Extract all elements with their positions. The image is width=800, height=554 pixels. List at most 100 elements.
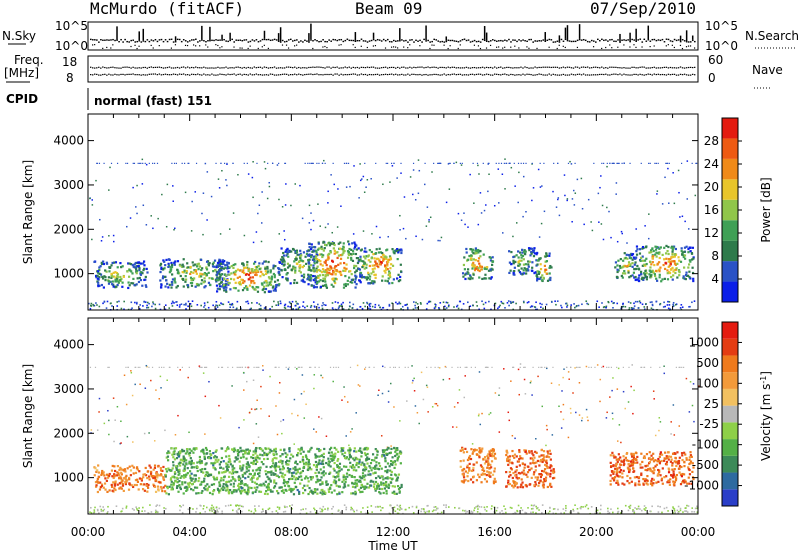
nave-point — [334, 73, 336, 75]
nsky-point — [530, 38, 532, 41]
power-echo — [467, 277, 470, 280]
power-echo — [672, 274, 675, 277]
power-range-line-echo — [472, 162, 474, 164]
nsky-point — [669, 40, 672, 42]
power-echo — [236, 276, 239, 279]
power-sparse-echo — [366, 179, 369, 181]
nave-point — [251, 74, 253, 76]
power-echo — [643, 273, 646, 276]
vel-sparse-echo — [345, 435, 347, 437]
power-echo — [305, 262, 308, 265]
vel-ground-scatter — [337, 510, 340, 512]
nsky-point — [532, 41, 534, 43]
nsky-point — [609, 39, 611, 41]
vel-ground-scatter — [216, 509, 218, 511]
power-echo — [513, 270, 516, 273]
nsearch-point — [152, 47, 154, 49]
power-range-line-echo — [103, 162, 105, 164]
vel-range-line-echo — [285, 366, 287, 368]
freq-point — [613, 66, 615, 68]
vel-ground-scatter — [503, 505, 505, 508]
vel-ground-scatter — [210, 509, 213, 512]
power-echo — [182, 265, 185, 268]
nave-point — [160, 74, 163, 76]
vel-sparse-echo — [164, 429, 166, 432]
power-echo — [387, 260, 390, 263]
power-echo — [638, 248, 642, 251]
nsky-point — [667, 38, 670, 41]
power-ground-scatter — [164, 308, 167, 311]
power-echo — [636, 248, 639, 251]
power-echo — [120, 277, 123, 281]
power-sparse-echo — [243, 234, 246, 237]
vel-ground-scatter — [147, 512, 149, 514]
power-ground-scatter — [230, 303, 233, 306]
vel-ground-scatter — [237, 508, 240, 511]
nsky-point — [473, 39, 476, 42]
vel-echo — [102, 472, 105, 476]
power-echo — [479, 255, 482, 258]
nave-point — [659, 74, 662, 76]
freq-point — [223, 67, 225, 69]
power-echo — [642, 278, 645, 282]
power-echo — [218, 258, 221, 261]
power-echo — [190, 270, 193, 274]
power-sparse-echo — [417, 192, 420, 195]
power-echo — [145, 267, 148, 271]
power-echo — [295, 262, 299, 265]
nsky-point — [229, 39, 231, 42]
power-echo — [215, 284, 219, 287]
power-ground-scatter — [187, 300, 190, 303]
power-sparse-echo — [331, 231, 334, 234]
nave-point — [386, 73, 389, 76]
nsky-point — [294, 39, 296, 42]
vel-sparse-echo — [545, 444, 547, 447]
vel-sparse-echo — [498, 387, 501, 389]
vel-sparse-echo — [320, 417, 323, 420]
nave-point — [148, 73, 150, 75]
freq-point — [372, 66, 375, 68]
power-sparse-echo — [283, 230, 285, 232]
power-echo — [265, 281, 269, 284]
nsky-point — [382, 38, 385, 41]
power-sparse-echo — [264, 167, 267, 170]
power-echo — [122, 275, 125, 278]
power-echo — [539, 276, 542, 279]
vel-echo — [160, 474, 163, 477]
power-ground-scatter — [152, 302, 155, 305]
freq-point — [659, 67, 662, 69]
power-sparse-echo — [487, 163, 489, 165]
power-echo — [127, 281, 130, 284]
power-ground-scatter — [139, 304, 141, 306]
vel-ground-scatter — [398, 509, 401, 511]
power-echo — [466, 271, 469, 274]
power-ground-scatter — [475, 301, 478, 303]
freq-point — [360, 66, 363, 68]
power-ground-scatter — [340, 303, 343, 306]
nsky-point — [338, 39, 341, 41]
freq-point — [689, 66, 692, 69]
power-sparse-echo — [615, 182, 618, 184]
power-echo — [174, 281, 177, 284]
nave-point — [209, 74, 211, 76]
freq-point — [685, 67, 688, 69]
vel-ground-scatter — [96, 508, 99, 511]
vel-echo — [104, 477, 107, 480]
vel-ground-scatter — [202, 507, 205, 510]
vel-ground-scatter — [271, 510, 274, 513]
nsky-point — [556, 40, 559, 42]
power-ground-scatter — [523, 301, 525, 304]
power-echo — [687, 251, 690, 254]
vel-sparse-echo — [609, 396, 611, 398]
power-echo — [350, 258, 353, 261]
power-echo — [464, 277, 467, 281]
vel-range-line-echo — [314, 366, 316, 368]
vel-ground-scatter — [514, 511, 516, 514]
vel-echo — [167, 450, 170, 453]
nave-point — [605, 73, 607, 75]
power-echo — [366, 255, 370, 258]
power-ground-scatter — [504, 307, 506, 309]
nave-point — [346, 74, 348, 76]
vel-echo — [121, 479, 124, 482]
power-sparse-echo — [371, 233, 373, 235]
